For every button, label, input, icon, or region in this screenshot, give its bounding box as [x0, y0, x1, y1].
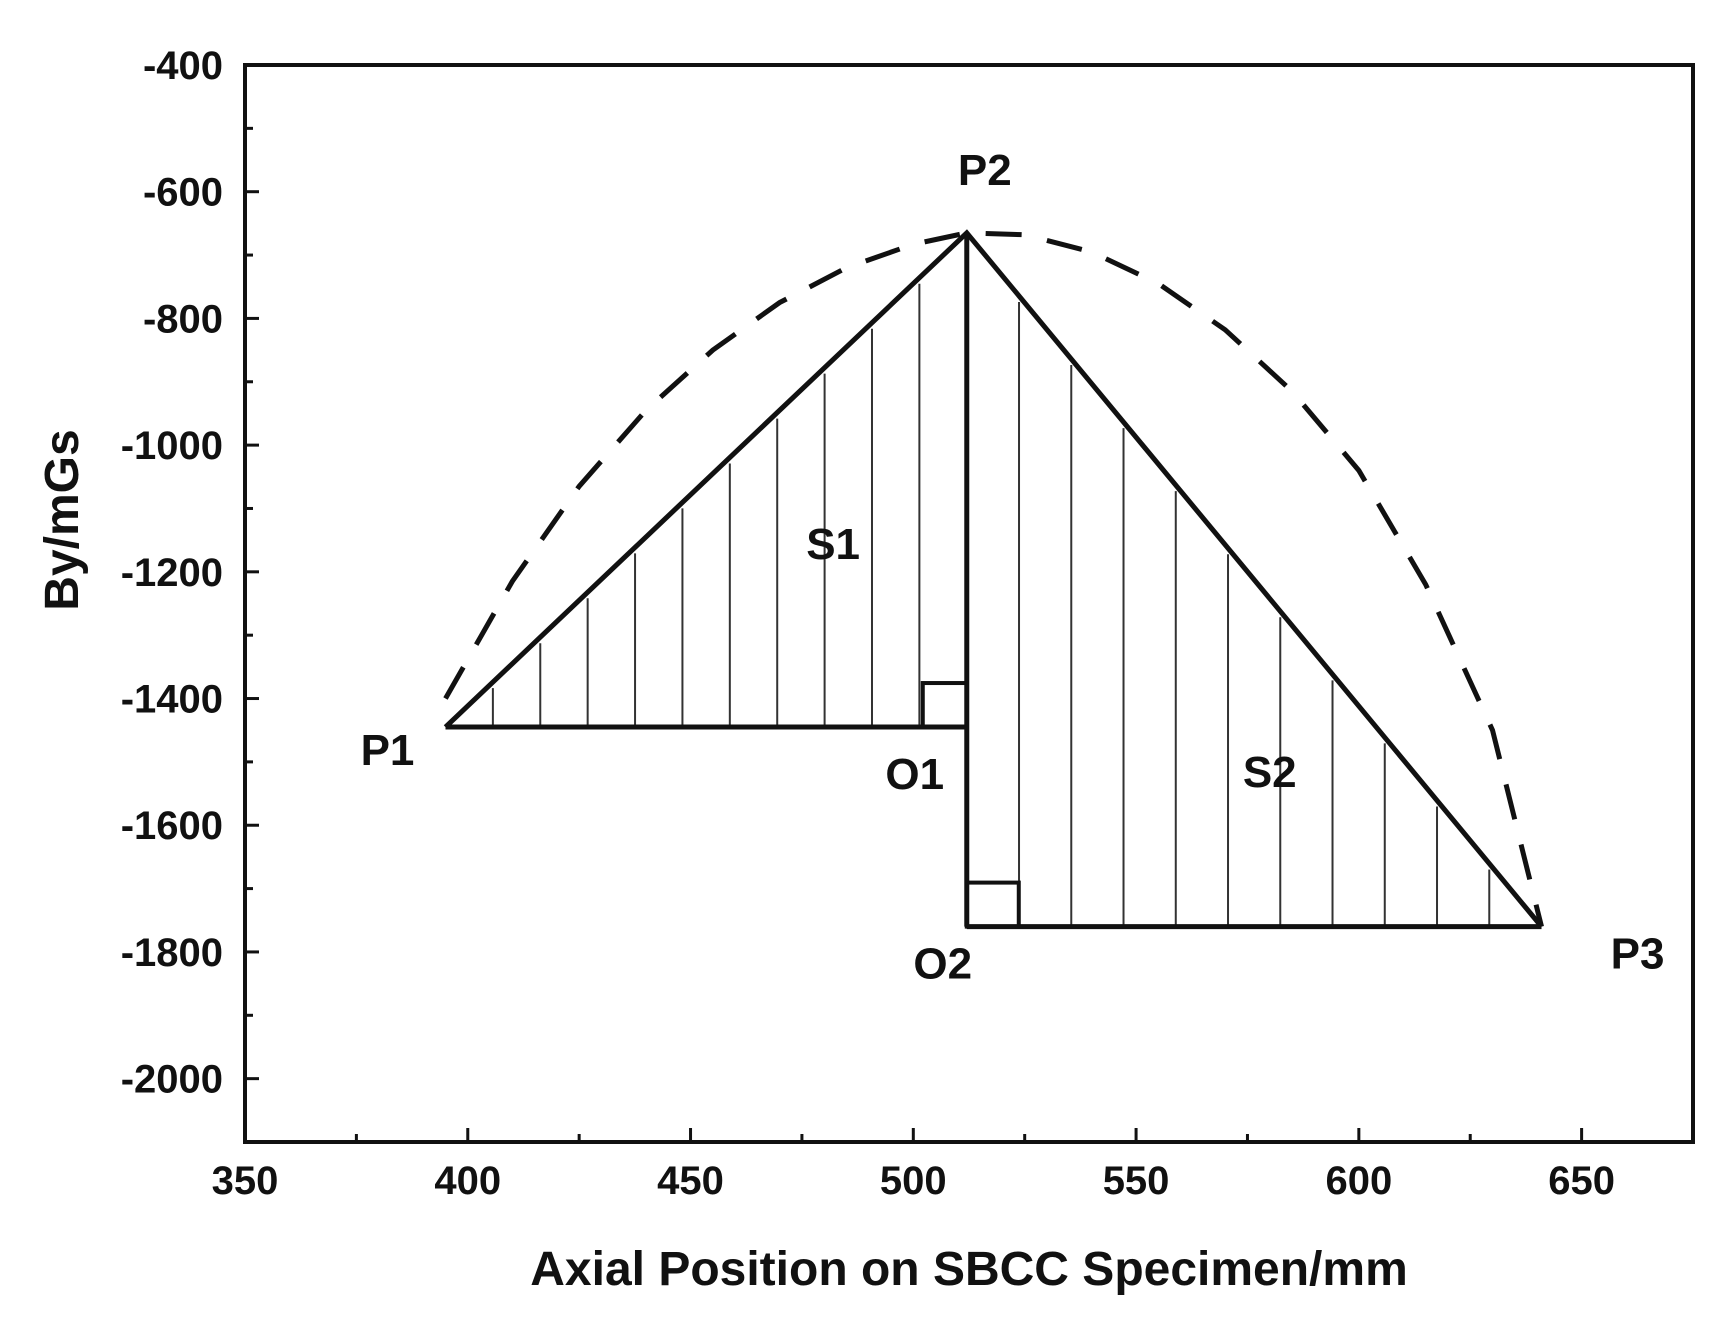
x-tick-label: 500	[880, 1159, 947, 1203]
x-axis-label: Axial Position on SBCC Specimen/mm	[530, 1243, 1408, 1296]
region-label-s1: S1	[806, 520, 860, 569]
right-angle-marker-o2	[964, 880, 1021, 929]
plot-frame	[243, 63, 1695, 1144]
point-label-p1: P1	[361, 726, 415, 775]
point-label-o1: O1	[885, 750, 944, 799]
region-labels: S1 S2	[806, 520, 1296, 797]
x-tick-label: 600	[1325, 1159, 1392, 1203]
y-axis-label: By/mGs	[36, 429, 89, 610]
x-axis-ticks: 350 400 450 500 550 600 650	[212, 1128, 1695, 1203]
y-tick-label: -1000	[121, 424, 223, 468]
x-tick-label: 350	[212, 1159, 279, 1203]
right-angle-marker-o1	[920, 681, 969, 730]
region-label-s2: S2	[1243, 748, 1297, 797]
hatch-lines	[491, 283, 1491, 927]
x-tick-label: 450	[657, 1159, 724, 1203]
y-tick-label: -1200	[121, 551, 223, 595]
y-tick-label: -1400	[121, 678, 223, 722]
series-lines	[443, 229, 1544, 930]
point-label-p2: P2	[958, 146, 1012, 195]
y-tick-label: -1800	[121, 931, 223, 975]
point-label-o2: O2	[913, 940, 972, 989]
dashed-curve	[443, 230, 1544, 928]
x-tick-label: 400	[434, 1159, 501, 1203]
y-tick-label: -2000	[121, 1058, 223, 1102]
right-angle-markers	[920, 681, 1021, 929]
y-axis-ticks: -400 -600 -800 -1000 -1200 -1400 -1600 -1800 -20…	[121, 44, 259, 1144]
x-tick-label: 550	[1103, 1159, 1170, 1203]
y-tick-label: -1600	[121, 804, 223, 848]
y-tick-label: -800	[143, 297, 223, 341]
point-labels: P1 P2 P3 O1 O2	[361, 146, 1665, 989]
x-tick-label: 650	[1548, 1159, 1615, 1203]
point-label-p3: P3	[1611, 930, 1665, 979]
y-tick-label: -400	[143, 44, 223, 88]
y-tick-label: -600	[143, 171, 223, 215]
triangle-hypotenuse	[443, 229, 1544, 929]
